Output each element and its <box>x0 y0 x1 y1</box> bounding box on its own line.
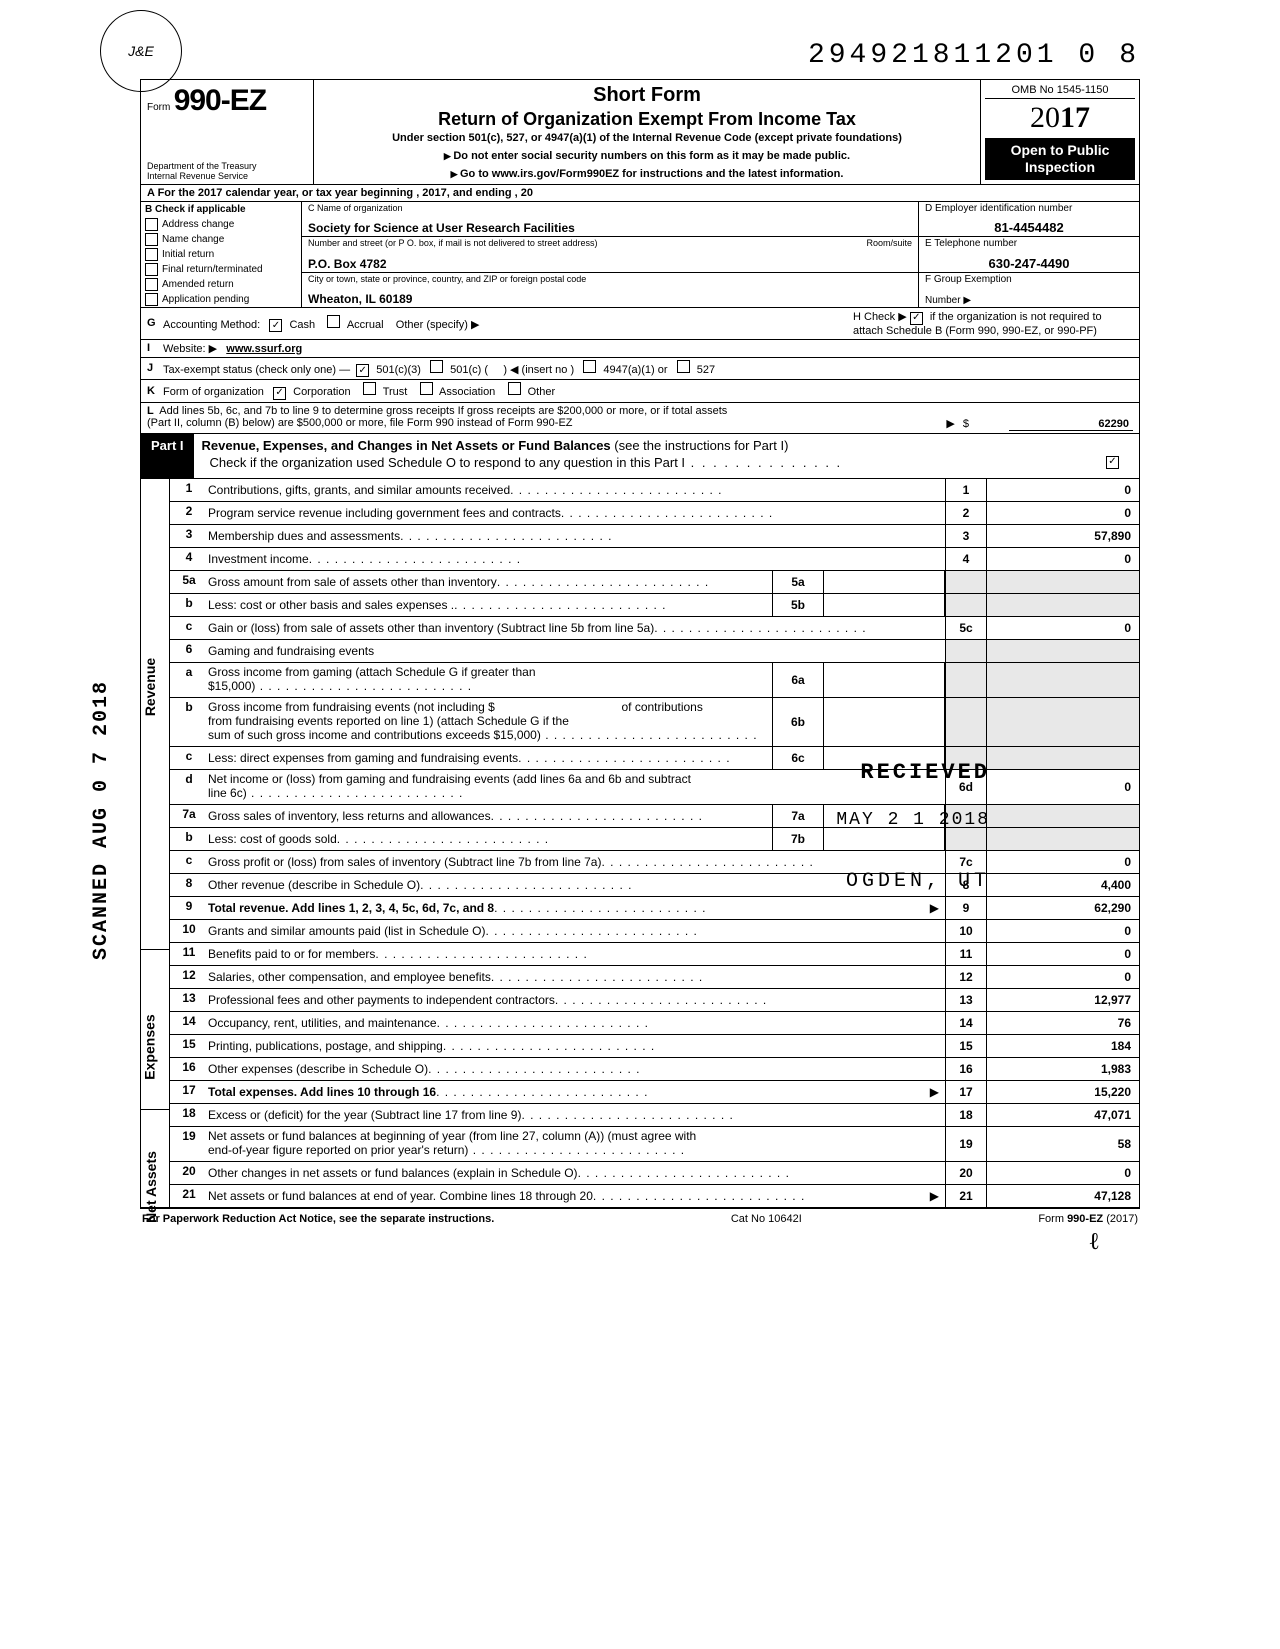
row-g: Accounting Method: ✓ Cash Accrual Other … <box>163 315 845 333</box>
dln-number: 294921811201 08 <box>140 40 1140 71</box>
stamp-scanned: SCANNED AUG 0 7 2018 <box>90 680 113 960</box>
row-a: A For the 2017 calendar year, or tax yea… <box>141 185 1139 202</box>
line-7c: c Gross profit or (loss) from sales of i… <box>170 850 1139 873</box>
chk-h[interactable]: ✓ <box>910 312 923 325</box>
chk-address[interactable] <box>145 218 158 231</box>
chk-initial[interactable] <box>145 248 158 261</box>
chk-4947[interactable] <box>583 360 596 373</box>
c-city-value: Wheaton, IL 60189 <box>308 292 912 306</box>
line-12: 12 Salaries, other compensation, and emp… <box>170 965 1139 988</box>
chk-amended[interactable] <box>145 278 158 291</box>
note-url: Go to www.irs.gov/Form990EZ for instruct… <box>322 168 972 180</box>
part-i-header: Part I Revenue, Expenses, and Changes in… <box>140 434 1140 479</box>
omb: OMB No 1545-1150 <box>985 84 1135 99</box>
c-name-label: C Name of organization <box>308 203 912 213</box>
chk-accrual[interactable] <box>327 315 340 328</box>
signature-mark: ℓ <box>140 1229 1140 1256</box>
line-5a: 5a Gross amount from sale of assets othe… <box>170 570 1139 593</box>
line-9: 9 Total revenue. Add lines 1, 2, 3, 4, 5… <box>170 896 1139 919</box>
line-6d: d Net income or (loss) from gaming and f… <box>170 769 1139 804</box>
line-19: 19 Net assets or fund balances at beginn… <box>170 1126 1139 1161</box>
line-15: 15 Printing, publications, postage, and … <box>170 1034 1139 1057</box>
line-5c: c Gain or (loss) from sale of assets oth… <box>170 616 1139 639</box>
logo: J&E <box>100 10 182 92</box>
e-label: E Telephone number <box>925 238 1133 249</box>
line-7a: 7a Gross sales of inventory, less return… <box>170 804 1139 827</box>
line-18: 18 Excess or (deficit) for the year (Sub… <box>170 1103 1139 1126</box>
line-11: 11 Benefits paid to or for members 11 0 <box>170 942 1139 965</box>
line-13: 13 Professional fees and other payments … <box>170 988 1139 1011</box>
chk-final[interactable] <box>145 263 158 276</box>
f-label2: Number ▶ <box>925 295 1133 306</box>
row-j-lead: J <box>147 362 163 374</box>
row-i-lead: I <box>147 342 163 354</box>
line-6c: c Less: direct expenses from gaming and … <box>170 746 1139 769</box>
open-to-public: Open to Public Inspection <box>985 138 1135 180</box>
line-6b: b Gross income from fundraising events (… <box>170 697 1139 746</box>
chk-corp[interactable]: ✓ <box>273 387 286 400</box>
form-name: 990-EZ <box>174 84 266 117</box>
stamp-received: RECIEVED <box>860 760 990 785</box>
row-i: Website: ▶ www.ssurf.org <box>163 342 1133 355</box>
line-4: 4 Investment income 4 0 <box>170 547 1139 570</box>
c-room-label: Room/suite <box>866 238 912 248</box>
row-k-lead: K <box>147 385 163 397</box>
c-city-label: City or town, state or province, country… <box>308 274 912 284</box>
dept-2: Internal Revenue Service <box>147 172 307 182</box>
row-l: L Add lines 5b, 6c, and 7b to line 9 to … <box>141 402 1139 433</box>
chk-cash[interactable]: ✓ <box>269 319 282 332</box>
line-6: 6 Gaming and fundraising events <box>170 639 1139 662</box>
chk-name[interactable] <box>145 233 158 246</box>
row-h: H Check ▶ ✓ if the organization is not r… <box>845 310 1133 337</box>
line-20: 20 Other changes in net assets or fund b… <box>170 1161 1139 1184</box>
stamp-date: MAY 2 1 2018 <box>836 810 990 830</box>
line-3: 3 Membership dues and assessments 3 57,8… <box>170 524 1139 547</box>
row-k: Form of organization ✓ Corporation Trust… <box>163 382 1133 400</box>
chk-527[interactable] <box>677 360 690 373</box>
line-10: 10 Grants and similar amounts paid (list… <box>170 919 1139 942</box>
line-17: 17 Total expenses. Add lines 10 through … <box>170 1080 1139 1103</box>
d-value: 81-4454482 <box>925 220 1133 235</box>
chk-501c3[interactable]: ✓ <box>356 364 369 377</box>
subtitle: Under section 501(c), 527, or 4947(a)(1)… <box>322 132 972 144</box>
chk-other[interactable] <box>508 382 521 395</box>
line-1: 1 Contributions, gifts, grants, and simi… <box>170 479 1139 501</box>
chk-assoc[interactable] <box>420 382 433 395</box>
side-labels: Revenue Expenses Net Assets <box>141 479 170 1207</box>
main-table: 1 Contributions, gifts, grants, and simi… <box>170 479 1139 1207</box>
chk-501c[interactable] <box>430 360 443 373</box>
line-7b: b Less: cost of goods sold 7b <box>170 827 1139 850</box>
title-short-form: Short Form <box>322 84 972 107</box>
line-5b: b Less: cost or other basis and sales ex… <box>170 593 1139 616</box>
d-label: D Employer identification number <box>925 203 1133 214</box>
line-14: 14 Occupancy, rent, utilities, and maint… <box>170 1011 1139 1034</box>
line-8: 8 Other revenue (describe in Schedule O)… <box>170 873 1139 896</box>
e-value: 630-247-4490 <box>925 256 1133 271</box>
chk-part1-scho[interactable]: ✓ <box>1106 456 1119 469</box>
row-g-lead: G <box>147 317 163 329</box>
note-ssn: Do not enter social security numbers on … <box>322 150 972 162</box>
title-return: Return of Organization Exempt From Incom… <box>322 109 972 130</box>
chk-pending[interactable] <box>145 293 158 306</box>
c-addr-value: P.O. Box 4782 <box>308 257 912 271</box>
c-addr-label: Number and street (or P O. box, if mail … <box>308 238 597 248</box>
row-l-amount: 62290 <box>1009 418 1133 431</box>
stamp-ogden: OGDEN, UT <box>846 870 990 893</box>
tax-year: 2017 <box>985 101 1135 135</box>
line-2: 2 Program service revenue including gove… <box>170 501 1139 524</box>
form-word: Form <box>147 102 170 113</box>
form-header: Form 990-EZ Department of the Treasury I… <box>140 79 1140 185</box>
f-label: F Group Exemption <box>925 274 1133 285</box>
footer-form: Form 990-EZ (2017) <box>1038 1213 1138 1225</box>
line-21: 21 Net assets or fund balances at end of… <box>170 1184 1139 1207</box>
c-name-value: Society for Science at User Research Fac… <box>308 221 912 235</box>
row-j: Tax-exempt status (check only one) — ✓ 5… <box>163 360 1133 378</box>
col-b: B Check if applicable Address change Nam… <box>141 202 302 307</box>
chk-trust[interactable] <box>363 382 376 395</box>
line-6a: a Gross income from gaming (attach Sched… <box>170 662 1139 697</box>
line-16: 16 Other expenses (describe in Schedule … <box>170 1057 1139 1080</box>
footer: For Paperwork Reduction Act Notice, see … <box>140 1208 1140 1229</box>
